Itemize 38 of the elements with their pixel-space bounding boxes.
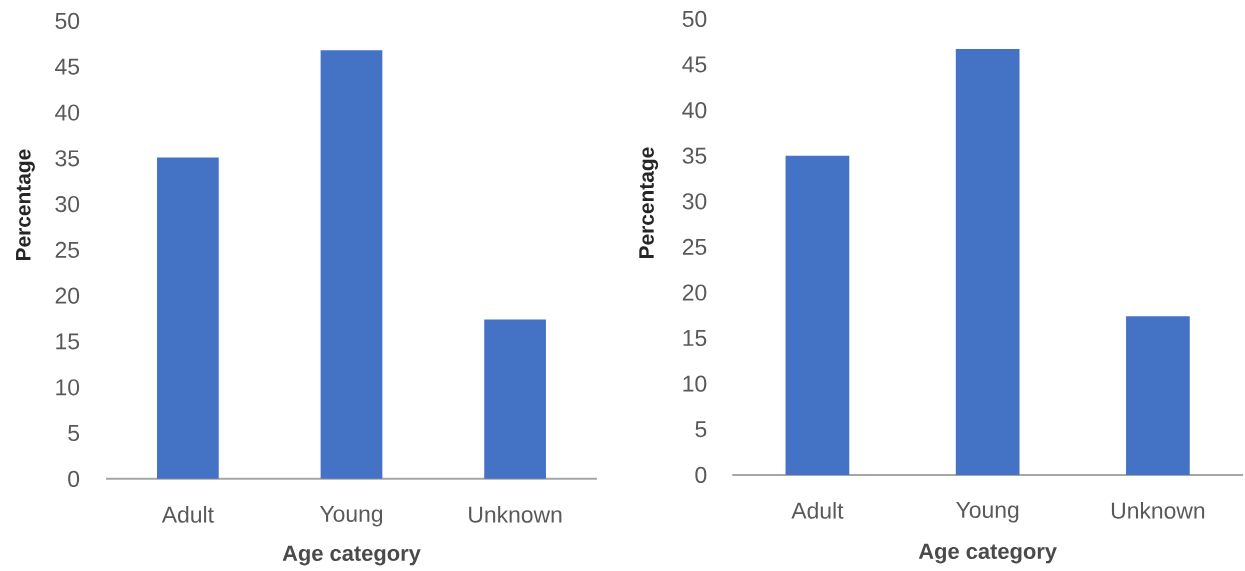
- y-tick-label: 5: [695, 421, 707, 438]
- y-tick-label: 30: [682, 192, 707, 210]
- x-tick-label: Adult: [161, 505, 214, 523]
- x-tick-label: Young: [956, 501, 1019, 523]
- bar: [1126, 315, 1190, 475]
- bar: [484, 319, 546, 479]
- y-tick-label: 40: [682, 101, 707, 118]
- y-tick-label: 20: [682, 284, 707, 301]
- x-axis-title: Age category: [918, 543, 1057, 564]
- bar: [785, 155, 850, 475]
- y-tick-label: 25: [682, 238, 707, 255]
- y-tick-label: 0: [68, 470, 80, 487]
- y-axis-title: Percentage: [16, 149, 35, 260]
- y-tick-label: 0: [695, 466, 707, 483]
- y-tick-label: 50: [682, 10, 707, 27]
- bar: [320, 50, 383, 479]
- y-tick-label: 10: [56, 378, 80, 396]
- y-tick-label: 10: [683, 375, 707, 392]
- x-tick-label: Adult: [791, 501, 844, 519]
- x-axis-title: Age category: [282, 545, 421, 566]
- bar: [955, 48, 1020, 475]
- y-tick-label: 25: [55, 241, 80, 258]
- y-tick-label: 20: [55, 287, 80, 304]
- y-tick-label: 50: [55, 12, 80, 29]
- x-tick-label: Unknown: [469, 505, 562, 523]
- y-tick-label: 15: [683, 329, 707, 346]
- y-tick-label: 40: [55, 104, 80, 121]
- y-tick-label: 45: [682, 56, 707, 73]
- y-tick-label: 15: [56, 333, 80, 350]
- x-tick-label: Unknown: [1111, 501, 1205, 519]
- x-tick-label: Young: [319, 505, 383, 527]
- y-tick-label: 45: [55, 58, 80, 75]
- bar: [157, 157, 219, 479]
- y-tick-label: 5: [68, 424, 80, 441]
- y-tick-label: 30: [55, 195, 80, 212]
- y-tick-label: 35: [55, 149, 80, 167]
- y-axis-title: Percentage: [639, 147, 659, 258]
- y-tick-label: 35: [682, 147, 707, 164]
